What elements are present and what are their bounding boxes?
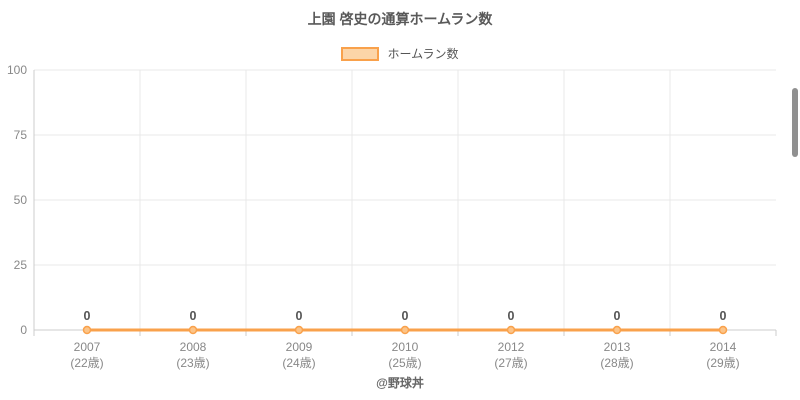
data-label: 0 <box>402 309 409 323</box>
legend-swatch <box>341 46 380 61</box>
data-label: 0 <box>190 309 197 323</box>
x-tick-label: 2012 <box>498 340 525 354</box>
data-point[interactable] <box>506 325 516 335</box>
chart-title: 上園 啓史の通算ホームラン数 <box>307 11 493 27</box>
x-tick-label: 2008 <box>180 340 207 354</box>
data-label: 0 <box>296 309 303 323</box>
x-tick-sublabel: (28歳) <box>600 356 633 370</box>
data-label: 0 <box>720 309 727 323</box>
legend-item-homeruns[interactable]: ホームラン数 <box>0 45 800 62</box>
plot-area: 0 25 50 75 100 2007 (22歳) 2008 (23歳) 2009 (24歳) 201… <box>7 63 777 370</box>
y-tick-label: 75 <box>14 128 28 142</box>
x-tick-label: 2013 <box>604 340 631 354</box>
x-tick-sublabel: (29歳) <box>706 356 739 370</box>
data-label: 0 <box>84 309 91 323</box>
data-label: 0 <box>614 309 621 323</box>
data-point[interactable] <box>188 325 198 335</box>
caption: @野球丼 <box>376 376 424 390</box>
y-tick-label: 25 <box>14 258 28 272</box>
x-tick-sublabel: (24歳) <box>282 356 315 370</box>
data-point[interactable] <box>718 325 728 335</box>
x-tick-label: 2009 <box>286 340 313 354</box>
legend-label: ホームラン数 <box>387 47 459 61</box>
data-point[interactable] <box>82 325 92 335</box>
x-tick-sublabel: (22歳) <box>70 356 103 370</box>
y-tick-label: 50 <box>14 193 28 207</box>
scrollbar-thumb[interactable] <box>792 88 798 157</box>
x-tick-label: 2010 <box>392 340 419 354</box>
x-tick-label: 2007 <box>74 340 101 354</box>
data-point[interactable] <box>400 325 410 335</box>
x-tick-sublabel: (27歳) <box>494 356 527 370</box>
data-point[interactable] <box>294 325 304 335</box>
y-tick-label: 100 <box>7 63 27 77</box>
data-point[interactable] <box>612 325 622 335</box>
x-tick-label: 2014 <box>710 340 737 354</box>
x-tick-sublabel: (25歳) <box>388 356 421 370</box>
data-label: 0 <box>508 309 515 323</box>
x-tick-sublabel: (23歳) <box>176 356 209 370</box>
y-tick-label: 0 <box>20 323 27 337</box>
